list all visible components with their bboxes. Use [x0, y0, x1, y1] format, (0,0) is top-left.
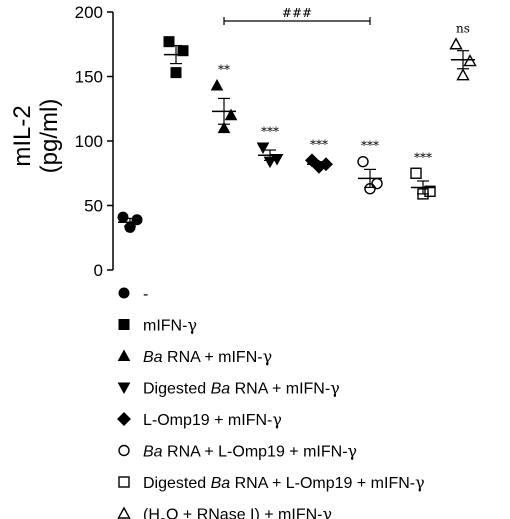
data-point [177, 45, 189, 57]
data-point [456, 68, 470, 81]
legend-label-part: mIFN- [143, 318, 187, 335]
legend-marker [117, 349, 131, 361]
legend-label-part: RNA + L-Omp19 + mIFN- [163, 444, 348, 461]
legend-label-part: γ [330, 379, 340, 398]
legend-label: - [143, 286, 148, 303]
legend-item: Ba RNA + L-Omp19 + mIFN-γ [118, 442, 357, 461]
legend-marker [118, 319, 130, 330]
significance-bracket: ### [223, 6, 371, 26]
legend-item: mIFN-γ [118, 316, 197, 335]
legend-item: Ba RNA + mIFN-γ [117, 347, 272, 366]
legend-label: L-Omp19 + mIFN-γ [143, 410, 282, 429]
significance-label: *** [261, 124, 279, 138]
legend-label-part: (H [143, 507, 160, 519]
y-axis-label-line-1: mIL-2 [9, 105, 36, 166]
legend-marker [117, 412, 131, 426]
legend-label-part: Ba [143, 349, 163, 366]
data-point [117, 211, 129, 223]
data-point [449, 37, 463, 50]
legend-label-part: - [143, 286, 148, 303]
legend-label-part: RNA + mIFN- [163, 349, 263, 366]
significance-label: *** [310, 137, 328, 151]
y-tick-label: 50 [84, 197, 103, 216]
legend-label-part: Ba [211, 381, 231, 398]
data-point [410, 167, 422, 179]
significance-label: ns [456, 21, 470, 35]
legend-label: Digested Ba RNA + L-Omp19 + mIFN-γ [143, 473, 425, 492]
legend-label-part: 2 [160, 517, 166, 519]
data-group: *** [256, 124, 284, 169]
legend-label-part: γ [272, 410, 282, 429]
legend-label-part: Digested [143, 475, 211, 492]
legend-marker [118, 444, 130, 457]
y-tick-label: 200 [75, 3, 103, 22]
legend-label: mIFN-γ [143, 316, 197, 335]
data-point [210, 78, 224, 91]
legend-label: Digested Ba RNA + mIFN-γ [143, 379, 340, 398]
legend-marker [118, 287, 130, 299]
legend-item: Digested Ba RNA + L-Omp19 + mIFN-γ [118, 473, 425, 492]
y-axis: 0 50 100 150 200 [75, 3, 114, 280]
y-axis-label-line-2: (pg/ml) [36, 99, 63, 174]
legend-item: (H2O + RNase I) + mIFN-γ [117, 505, 332, 519]
data-group: ns [449, 21, 477, 81]
data-point [357, 155, 369, 168]
legend-label-part: γ [187, 316, 197, 335]
legend-label-part: γ [348, 442, 358, 461]
legend-item: - [118, 286, 148, 303]
legend-label-part: Ba [143, 444, 163, 461]
legend-label-part: O + RNase I) + mIFN- [166, 507, 322, 519]
legend-label-part: γ [322, 505, 332, 519]
legend-label-part: RNA + L-Omp19 + mIFN- [230, 475, 415, 492]
legend-label-part: Ba [211, 475, 231, 492]
legend-label-part: Digested [143, 381, 211, 398]
data-point [256, 142, 270, 154]
plot-area: ******** ******ns### [117, 6, 477, 233]
y-axis-label: mIL-2 (pg/ml) [9, 99, 63, 174]
data-point [463, 54, 477, 67]
data-group: ** [210, 63, 238, 134]
data-group: *** [357, 139, 383, 195]
legend-marker [118, 476, 130, 488]
bracket-label: ### [282, 6, 312, 20]
legend-label: Ba RNA + mIFN-γ [143, 347, 272, 366]
significance-label: *** [414, 150, 432, 164]
legend-label-part: γ [263, 347, 273, 366]
legend-item: Digested Ba RNA + mIFN-γ [117, 379, 340, 398]
legend-label: (H2O + RNase I) + mIFN-γ [143, 505, 332, 519]
legend-label-part: RNA + mIFN- [230, 381, 330, 398]
legend-label-part: L-Omp19 + mIFN- [143, 412, 272, 429]
data-point [217, 121, 231, 134]
y-tick-label: 100 [75, 132, 103, 151]
data-point [170, 67, 182, 79]
legend-marker [117, 506, 131, 519]
y-tick-label: 0 [94, 261, 103, 280]
data-group: *** [410, 150, 436, 200]
y-tick-label: 150 [75, 68, 103, 87]
significance-label: ** [218, 63, 230, 77]
data-group [117, 211, 143, 233]
significance-label: *** [361, 139, 379, 153]
data-group [163, 36, 189, 79]
data-group: *** [305, 137, 333, 174]
legend-label-part: γ [415, 473, 425, 492]
legend-item: L-Omp19 + mIFN-γ [117, 410, 282, 429]
data-point [224, 108, 238, 121]
data-point [424, 185, 436, 198]
legend-marker [117, 382, 131, 395]
data-point [163, 36, 175, 48]
legend-label: Ba RNA + L-Omp19 + mIFN-γ [143, 442, 357, 461]
